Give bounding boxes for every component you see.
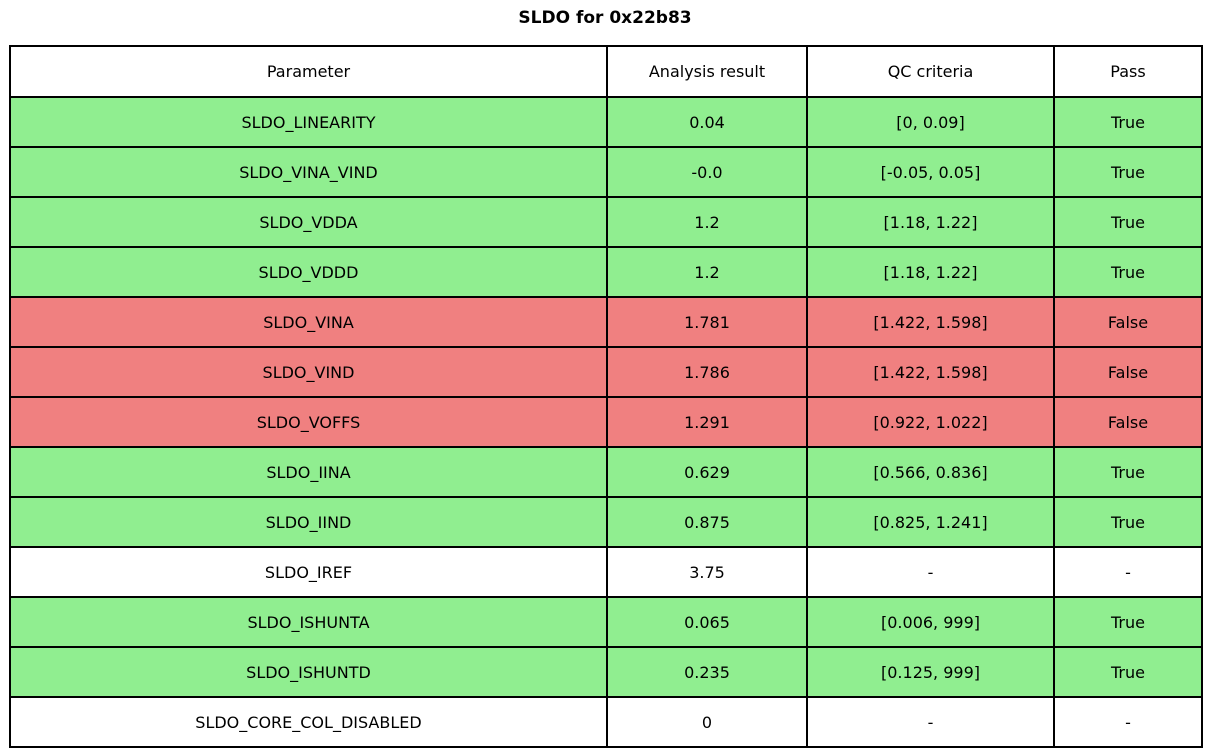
table-row: SLDO_IIND 0.875 [0.825, 1.241] True (9, 496, 1203, 548)
qc-criteria-cell: [0, 0.09] (806, 96, 1055, 148)
pass-cell: True (1053, 596, 1203, 648)
analysis-result-cell: -0.0 (606, 146, 808, 198)
analysis-result-cell: 0.629 (606, 446, 808, 498)
parameter-cell: SLDO_VDDD (9, 246, 608, 298)
analysis-result-cell: 0 (606, 696, 808, 748)
table-row: SLDO_VINA 1.781 [1.422, 1.598] False (9, 296, 1203, 348)
page-title: SLDO for 0x22b83 (518, 8, 692, 28)
column-header-analysis-result: Analysis result (606, 45, 808, 98)
table-row: SLDO_VDDA 1.2 [1.18, 1.22] True (9, 196, 1203, 248)
pass-cell: False (1053, 296, 1203, 348)
table-row: SLDO_IINA 0.629 [0.566, 0.836] True (9, 446, 1203, 498)
qc-criteria-cell: [0.825, 1.241] (806, 496, 1055, 548)
table-row: SLDO_VIND 1.786 [1.422, 1.598] False (9, 346, 1203, 398)
pass-cell: True (1053, 196, 1203, 248)
qc-criteria-cell: [0.006, 999] (806, 596, 1055, 648)
qc-criteria-cell: [1.422, 1.598] (806, 346, 1055, 398)
parameter-cell: SLDO_IIND (9, 496, 608, 548)
pass-cell: True (1053, 646, 1203, 698)
analysis-result-cell: 1.2 (606, 246, 808, 298)
pass-cell: True (1053, 146, 1203, 198)
qc-criteria-cell: [1.422, 1.598] (806, 296, 1055, 348)
parameter-cell: SLDO_VINA (9, 296, 608, 348)
table-header-row: Parameter Analysis result QC criteria Pa… (9, 45, 1203, 98)
analysis-result-cell: 3.75 (606, 546, 808, 598)
qc-criteria-cell: [-0.05, 0.05] (806, 146, 1055, 198)
table-row: SLDO_ISHUNTA 0.065 [0.006, 999] True (9, 596, 1203, 648)
pass-cell: - (1053, 546, 1203, 598)
parameter-cell: SLDO_CORE_COL_DISABLED (9, 696, 608, 748)
table-row: SLDO_VDDD 1.2 [1.18, 1.22] True (9, 246, 1203, 298)
column-header-parameter: Parameter (9, 45, 608, 98)
qc-criteria-cell: [1.18, 1.22] (806, 246, 1055, 298)
column-header-qc-criteria: QC criteria (806, 45, 1055, 98)
parameter-cell: SLDO_VOFFS (9, 396, 608, 448)
pass-cell: True (1053, 446, 1203, 498)
pass-cell: False (1053, 396, 1203, 448)
analysis-result-cell: 1.786 (606, 346, 808, 398)
pass-cell: True (1053, 96, 1203, 148)
parameter-cell: SLDO_ISHUNTA (9, 596, 608, 648)
parameter-cell: SLDO_VINA_VIND (9, 146, 608, 198)
parameter-cell: SLDO_IINA (9, 446, 608, 498)
table-row: SLDO_VOFFS 1.291 [0.922, 1.022] False (9, 396, 1203, 448)
analysis-result-cell: 0.065 (606, 596, 808, 648)
analysis-result-cell: 0.875 (606, 496, 808, 548)
analysis-result-cell: 1.291 (606, 396, 808, 448)
parameter-cell: SLDO_VIND (9, 346, 608, 398)
analysis-result-cell: 0.04 (606, 96, 808, 148)
parameter-cell: SLDO_VDDA (9, 196, 608, 248)
qc-criteria-cell: [0.922, 1.022] (806, 396, 1055, 448)
parameter-cell: SLDO_IREF (9, 546, 608, 598)
table-row: SLDO_ISHUNTD 0.235 [0.125, 999] True (9, 646, 1203, 698)
qc-criteria-cell: [0.125, 999] (806, 646, 1055, 698)
analysis-result-cell: 0.235 (606, 646, 808, 698)
table-row: SLDO_LINEARITY 0.04 [0, 0.09] True (9, 96, 1203, 148)
table-row: SLDO_VINA_VIND -0.0 [-0.05, 0.05] True (9, 146, 1203, 198)
analysis-result-cell: 1.2 (606, 196, 808, 248)
column-header-pass: Pass (1053, 45, 1203, 98)
qc-criteria-cell: - (806, 546, 1055, 598)
parameter-cell: SLDO_ISHUNTD (9, 646, 608, 698)
analysis-result-cell: 1.781 (606, 296, 808, 348)
pass-cell: True (1053, 246, 1203, 298)
pass-cell: - (1053, 696, 1203, 748)
qc-results-table: Parameter Analysis result QC criteria Pa… (9, 45, 1203, 748)
pass-cell: False (1053, 346, 1203, 398)
qc-criteria-cell: [1.18, 1.22] (806, 196, 1055, 248)
parameter-cell: SLDO_LINEARITY (9, 96, 608, 148)
table-row: SLDO_CORE_COL_DISABLED 0 - - (9, 696, 1203, 748)
qc-criteria-cell: [0.566, 0.836] (806, 446, 1055, 498)
qc-criteria-cell: - (806, 696, 1055, 748)
pass-cell: True (1053, 496, 1203, 548)
table-row: SLDO_IREF 3.75 - - (9, 546, 1203, 598)
